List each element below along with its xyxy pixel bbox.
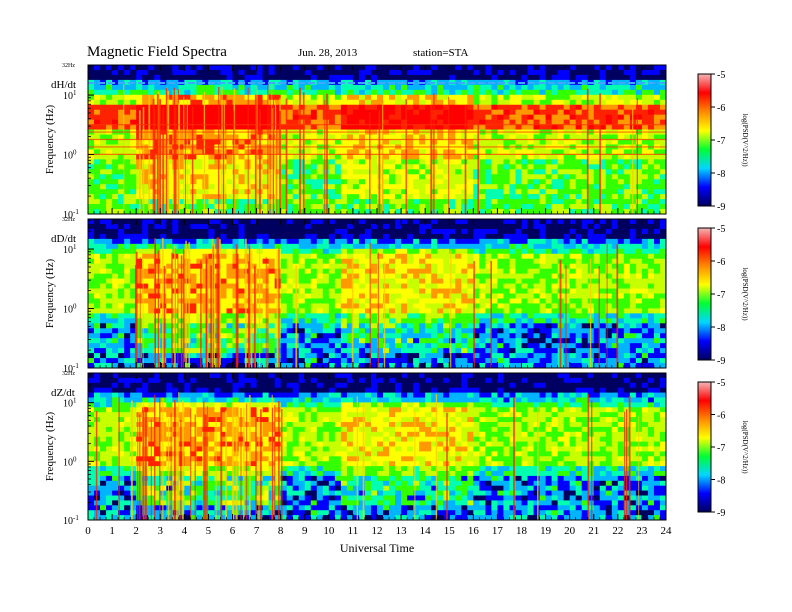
spectrogram-panel-2: [88, 219, 666, 368]
x-tick-label: 4: [182, 525, 188, 537]
station-label: station=STA: [413, 47, 469, 59]
x-tick-label: 17: [492, 525, 504, 537]
colorbar-tick-label: -6: [717, 257, 725, 268]
y-tick-label: 10-1: [63, 208, 79, 221]
spectrogram-panel-3: [88, 373, 666, 520]
date-label: Jun. 28, 2013: [298, 47, 358, 59]
x-tick-label: 2: [133, 525, 139, 537]
y-tick-label: 100: [63, 149, 77, 162]
colorbar-tick-label: -7: [717, 136, 725, 147]
colorbar-tick-label: -7: [717, 443, 725, 454]
colorbar: [697, 381, 712, 513]
colorbar-label: log(PSD(V^2/Hz)): [741, 420, 749, 474]
x-tick-label: 22: [612, 525, 623, 537]
colorbar-tick-label: -8: [717, 323, 725, 334]
colorbar-label: log(PSD(V^2/Hz)): [741, 113, 749, 167]
colorbar-tick-label: -5: [717, 378, 725, 389]
colorbar-tick-label: -5: [717, 224, 725, 235]
x-tick-label: 5: [206, 525, 212, 537]
colorbar-label: log(PSD(V^2/Hz)): [741, 267, 749, 321]
x-tick-label: 19: [540, 525, 552, 537]
x-tick-label: 7: [254, 525, 260, 537]
y-tick-label: 100: [63, 303, 77, 316]
x-tick-label: 18: [516, 525, 528, 537]
x-tick-label: 14: [420, 525, 432, 537]
colorbar: [697, 227, 712, 361]
x-tick-label: 12: [372, 525, 383, 537]
x-tick-label: 21: [588, 525, 599, 537]
x-tick-label: 10: [323, 525, 335, 537]
component-label: dZ/dt: [51, 387, 75, 399]
colorbar-tick-label: -6: [717, 103, 725, 114]
x-tick-label: 24: [661, 525, 673, 537]
y-tick-label: 10-1: [63, 362, 79, 375]
x-tick-label: 1: [109, 525, 115, 537]
spectrogram-panel-1: [88, 65, 666, 214]
component-label: dD/dt: [51, 233, 76, 245]
colorbar-tick-label: -8: [717, 169, 725, 180]
y-top-label: 32Hz: [62, 371, 75, 377]
y-tick-label: 101: [63, 89, 77, 102]
colorbar-tick-label: -9: [717, 356, 725, 367]
colorbar-tick-label: -8: [717, 476, 725, 487]
colorbar-tick-label: -6: [717, 411, 725, 422]
x-tick-label: 3: [158, 525, 164, 537]
x-tick-label: 13: [396, 525, 408, 537]
y-tick-label: 101: [63, 397, 77, 410]
x-tick-label: 23: [636, 525, 648, 537]
colorbar-tick-label: -9: [717, 202, 725, 213]
colorbar-tick-label: -9: [717, 508, 725, 519]
component-label: dH/dt: [51, 79, 76, 91]
colorbar: [697, 73, 712, 207]
x-tick-label: 11: [348, 525, 359, 537]
x-tick-label: 0: [85, 525, 91, 537]
x-tick-label: 15: [444, 525, 456, 537]
x-tick-label: 9: [302, 525, 308, 537]
y-top-label: 32Hz: [62, 217, 75, 223]
y-top-label: 32Hz: [62, 63, 75, 69]
y-tick-label: 100: [63, 455, 77, 468]
y-axis-label: Frequency (Hz): [44, 105, 56, 175]
x-tick-label: 8: [278, 525, 284, 537]
y-axis-label: Frequency (Hz): [44, 412, 56, 482]
y-axis-label: Frequency (Hz): [44, 259, 56, 329]
y-tick-label: 10-1: [63, 514, 79, 527]
colorbar-tick-label: -7: [717, 290, 725, 301]
y-tick-label: 101: [63, 243, 77, 256]
x-tick-label: 16: [468, 525, 480, 537]
figure-title: Magnetic Field Spectra: [87, 44, 227, 60]
colorbar-tick-label: -5: [717, 70, 725, 81]
x-axis-label: Universal Time: [340, 541, 414, 555]
x-tick-label: 6: [230, 525, 236, 537]
x-tick-label: 20: [564, 525, 576, 537]
